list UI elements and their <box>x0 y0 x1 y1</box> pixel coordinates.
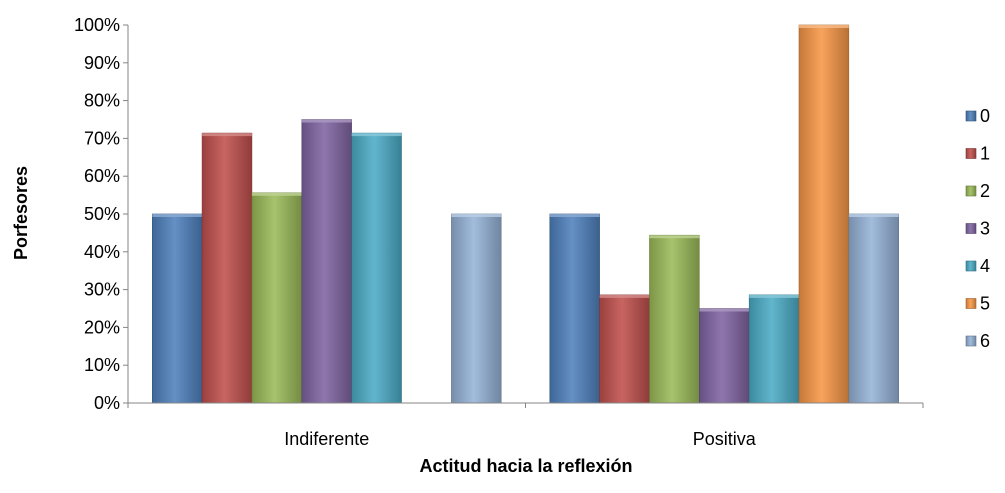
legend-swatch <box>965 185 977 197</box>
legend-label: 4 <box>980 256 990 276</box>
bar-series-3-indiferente <box>301 119 352 404</box>
legend-swatch <box>965 260 977 272</box>
bar-top-highlight <box>451 214 502 217</box>
bar-top-highlight <box>799 25 849 28</box>
bar-top-highlight <box>749 294 799 298</box>
bars <box>152 24 900 404</box>
axes <box>127 25 924 408</box>
x-axis-title: Actitud hacia la reflexión <box>419 456 632 476</box>
x-category-label: Indiferente <box>284 429 369 449</box>
bar-series-1-indiferente <box>201 132 253 404</box>
bar-top-highlight <box>351 133 402 137</box>
bar-series-6-positiva <box>848 213 900 404</box>
bar-series-5-positiva <box>798 24 850 404</box>
bar-series-0-indiferente <box>152 213 203 404</box>
legend-label: 3 <box>980 219 990 239</box>
bar-top-highlight <box>252 192 302 196</box>
bar-top-highlight <box>649 235 700 239</box>
bar-series-4-indiferente <box>351 132 402 404</box>
legend-swatch <box>965 110 977 122</box>
legend-swatch <box>965 148 977 159</box>
bar-top-highlight <box>202 133 252 137</box>
y-tick-label: 20% <box>84 317 120 337</box>
bar-top-highlight <box>301 119 352 123</box>
legend-swatch <box>965 223 977 234</box>
bar-top-highlight <box>699 308 750 312</box>
x-axis-categories: Indiferente Positiva <box>284 429 757 449</box>
bar-series-2-indiferente <box>251 192 303 404</box>
bar-series-0-positiva <box>549 213 600 404</box>
x-category-label: Positiva <box>693 429 757 449</box>
y-tick-label: 70% <box>84 128 120 148</box>
bar-top-highlight <box>848 214 899 217</box>
y-tick-label: 60% <box>84 166 120 186</box>
legend-label: 0 <box>980 106 990 126</box>
y-tick-label: 50% <box>84 204 120 224</box>
y-tick-label: 80% <box>84 91 120 111</box>
legend-swatch <box>965 335 977 347</box>
y-tick-label: 10% <box>84 355 120 375</box>
legend: 0 1 2 3 4 5 6 <box>965 106 990 351</box>
bar-top-highlight <box>549 214 600 217</box>
y-tick-label: 0% <box>94 393 120 413</box>
y-tick-label: 100% <box>74 15 120 35</box>
bar-top-highlight <box>599 294 650 298</box>
legend-swatch <box>965 298 977 309</box>
bar-series-1-positiva <box>599 294 650 404</box>
bar-series-4-positiva <box>748 294 800 404</box>
bar-series-2-positiva <box>649 234 700 404</box>
y-axis-title: Porfesores <box>11 166 31 260</box>
legend-label: 5 <box>980 294 990 314</box>
legend-label: 2 <box>980 181 990 201</box>
legend-label: 6 <box>980 331 990 351</box>
y-tick-label: 40% <box>84 242 120 262</box>
y-axis-ticks: 0% 10% 20% 30% 40% 50% 60% 70% 80% 90% 100% <box>74 15 128 413</box>
bar-series-6-indiferente <box>451 213 502 404</box>
y-tick-label: 90% <box>84 53 120 73</box>
legend-label: 1 <box>980 144 990 164</box>
y-tick-label: 30% <box>84 280 120 300</box>
bar-series-3-positiva <box>698 308 750 404</box>
bar-top-highlight <box>152 214 203 217</box>
